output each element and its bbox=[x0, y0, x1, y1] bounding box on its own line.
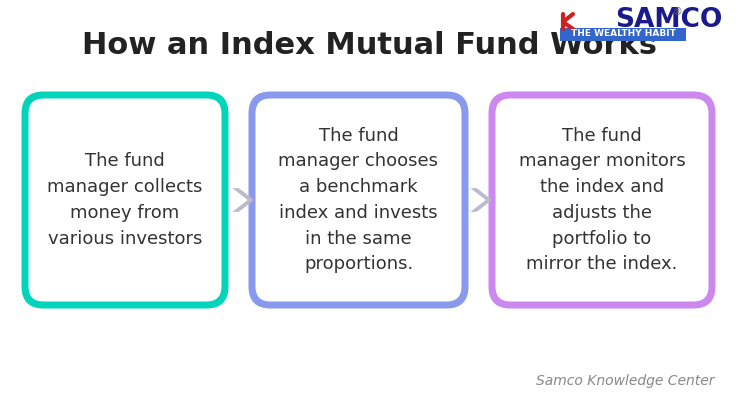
Text: The fund
manager collects
money from
various investors: The fund manager collects money from var… bbox=[47, 152, 203, 248]
Text: The fund
manager chooses
a benchmark
index and invests
in the same
proportions.: The fund manager chooses a benchmark ind… bbox=[278, 127, 439, 273]
Text: How an Index Mutual Fund Works: How an Index Mutual Fund Works bbox=[82, 30, 658, 60]
FancyBboxPatch shape bbox=[560, 28, 686, 41]
Text: SAMCO: SAMCO bbox=[615, 7, 722, 33]
FancyBboxPatch shape bbox=[255, 98, 462, 302]
Polygon shape bbox=[232, 188, 254, 212]
Text: Samco Knowledge Center: Samco Knowledge Center bbox=[536, 374, 715, 388]
FancyBboxPatch shape bbox=[29, 98, 221, 302]
Text: The fund
manager monitors
the index and
adjusts the
portfolio to
mirror the inde: The fund manager monitors the index and … bbox=[519, 127, 685, 273]
Polygon shape bbox=[471, 188, 492, 212]
Text: THE WEALTHY HABIT: THE WEALTHY HABIT bbox=[571, 30, 676, 38]
FancyBboxPatch shape bbox=[496, 98, 708, 302]
FancyBboxPatch shape bbox=[488, 92, 716, 308]
Text: ®: ® bbox=[672, 7, 682, 17]
FancyBboxPatch shape bbox=[21, 92, 229, 308]
FancyBboxPatch shape bbox=[249, 92, 468, 308]
